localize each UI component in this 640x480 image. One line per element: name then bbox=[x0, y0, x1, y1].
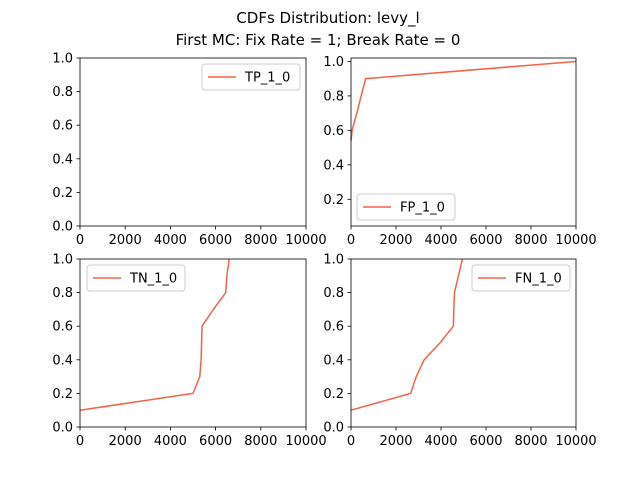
x-tick-label: 8000 bbox=[244, 434, 277, 449]
y-tick-label: 0.6 bbox=[323, 124, 344, 139]
figure-title-line2: First MC: Fix Rate = 1; Break Rate = 0 bbox=[176, 31, 461, 49]
subplot-top-right: 0 2000 4000 6000 8000 10000 0.2 0.4 0.6 0.8 1.0 FP_… bbox=[323, 55, 596, 248]
legend-label: FP_1_0 bbox=[400, 201, 445, 216]
y-tick-label: 0.8 bbox=[52, 286, 73, 301]
y-tick-label: 0.8 bbox=[323, 286, 344, 301]
x-tick-label: 2000 bbox=[379, 434, 412, 449]
subplot-top-left: 0 2000 4000 6000 8000 10000 0.0 0.2 0.4 0.6 0.8 1.0… bbox=[52, 52, 326, 249]
legend-box bbox=[356, 193, 456, 221]
legend-label: TP_1_0 bbox=[244, 71, 290, 86]
x-tick-label: 2000 bbox=[109, 233, 142, 248]
y-tick-label: 0.2 bbox=[323, 193, 344, 208]
axes-frame bbox=[79, 57, 307, 227]
y-tick-label: 0.2 bbox=[52, 387, 73, 402]
x-tick-label: 2000 bbox=[379, 233, 412, 248]
subplot-bottom-right: 0 2000 4000 6000 8000 10000 0.0 0.2 0.4 0.6 0.8 1.0… bbox=[323, 253, 596, 450]
legend: TN_1_0 bbox=[86, 264, 186, 292]
y-tick-label: 0.0 bbox=[52, 421, 73, 436]
y-tick-label: 1.0 bbox=[323, 253, 344, 268]
series-line-TN_1_0 bbox=[79, 258, 230, 411]
y-tick-label: 0.0 bbox=[52, 220, 73, 235]
subplot-bottom-left: 0 2000 4000 6000 8000 10000 0.0 0.2 0.4 0.6 0.8 1.0… bbox=[52, 253, 326, 450]
legend: FN_1_0 bbox=[471, 264, 571, 292]
legend-label: FN_1_0 bbox=[515, 272, 562, 287]
y-tick-label: 0.2 bbox=[323, 387, 344, 402]
x-tick-label: 0 bbox=[347, 434, 355, 449]
y-tick-label: 0.4 bbox=[323, 353, 344, 368]
x-tick-label: 0 bbox=[76, 233, 84, 248]
y-tick-label: 0.2 bbox=[52, 186, 73, 201]
y-tick-label: 1.0 bbox=[323, 55, 344, 70]
x-tick-label: 6000 bbox=[199, 233, 232, 248]
x-tick-label: 2000 bbox=[109, 434, 142, 449]
legend-label: TN_1_0 bbox=[129, 272, 177, 287]
x-tick-label: 4000 bbox=[154, 233, 187, 248]
x-tick-label: 0 bbox=[76, 434, 84, 449]
y-tick-label: 0.4 bbox=[323, 158, 344, 173]
x-tick-label: 10000 bbox=[555, 233, 596, 248]
x-tick-label: 10000 bbox=[285, 233, 326, 248]
y-tick-label: 0.0 bbox=[323, 421, 344, 436]
subplot-grid: 0 2000 4000 6000 8000 100000.00.20.40.60.81.0… bbox=[52, 52, 596, 450]
x-tick-label: 4000 bbox=[424, 434, 457, 449]
y-tick-label: 0.8 bbox=[323, 89, 344, 104]
x-tick-label: 6000 bbox=[469, 233, 502, 248]
legend-box bbox=[86, 264, 186, 292]
legend-box bbox=[201, 63, 301, 91]
figure-title-line1: CDFs Distribution: levy_l bbox=[236, 9, 419, 28]
y-tick-label: 0.6 bbox=[323, 320, 344, 335]
legend: TP_1_0 bbox=[201, 63, 301, 91]
y-tick-label: 1.0 bbox=[52, 52, 73, 67]
series-line-FP_1_0 bbox=[350, 60, 577, 141]
axes-frame bbox=[350, 258, 577, 428]
series-line-FN_1_0 bbox=[350, 258, 464, 411]
y-tick-label: 0.6 bbox=[52, 320, 73, 335]
y-tick-label: 0.8 bbox=[52, 85, 73, 100]
x-tick-label: 6000 bbox=[199, 434, 232, 449]
x-tick-label: 8000 bbox=[514, 233, 547, 248]
axes-frame bbox=[79, 258, 307, 428]
y-tick-label: 0.6 bbox=[52, 119, 73, 134]
legend-box bbox=[471, 264, 571, 292]
x-tick-label: 8000 bbox=[514, 434, 547, 449]
x-tick-label: 10000 bbox=[555, 434, 596, 449]
x-tick-label: 0 bbox=[347, 233, 355, 248]
x-tick-label: 8000 bbox=[244, 233, 277, 248]
y-tick-label: 0.4 bbox=[52, 353, 73, 368]
legend: FP_1_0 bbox=[356, 193, 456, 221]
x-tick-label: 4000 bbox=[154, 434, 187, 449]
x-tick-label: 10000 bbox=[285, 434, 326, 449]
axes-frame bbox=[350, 57, 577, 227]
y-tick-label: 0.4 bbox=[52, 152, 73, 167]
y-tick-label: 1.0 bbox=[52, 253, 73, 268]
x-tick-label: 4000 bbox=[424, 233, 457, 248]
x-tick-label: 6000 bbox=[469, 434, 502, 449]
